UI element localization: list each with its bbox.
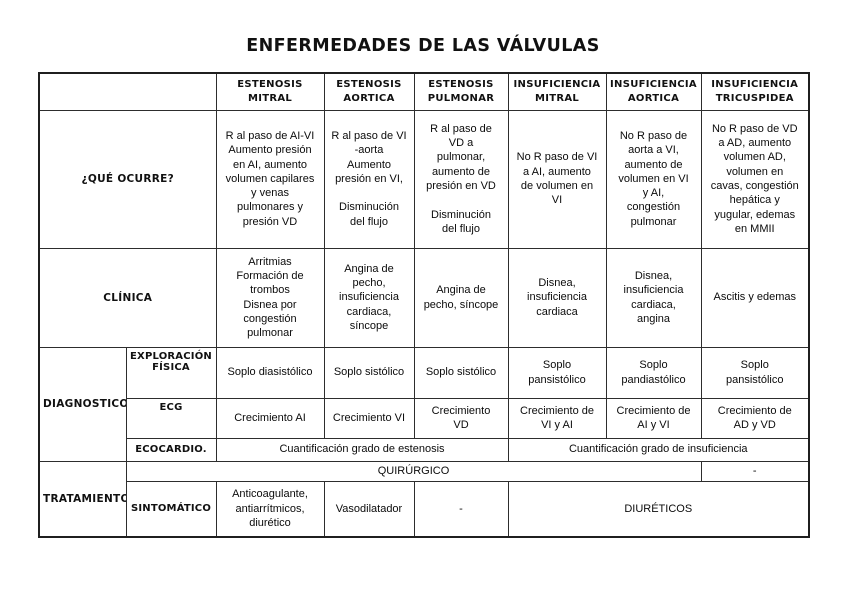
row-sintomatico: SINTOMÁTICO Anticoagulante, antiarrítmic… <box>39 480 810 538</box>
cell-que-ocurre-est-pulmonar: R al paso de VD a pulmonar, aumento de p… <box>413 109 509 249</box>
sub-row-label-exploracion-fisica: EXPLORACIÓN FÍSICA <box>125 346 217 399</box>
cell-ecocardio-estenosis-span: Cuantificación grado de estenosis <box>215 437 509 462</box>
sub-row-label-sintomatico: SINTOMÁTICO <box>125 480 217 538</box>
cell-exploracion-est-mitral: Soplo diasistólico <box>215 346 325 399</box>
cell-que-ocurre-est-mitral: R al paso de AI-VI Aumento presión en AI… <box>215 109 325 249</box>
column-header-insuficiencia-mitral: INSUFICIENCIA MITRAL <box>507 72 607 111</box>
row-label-diagnostico: DIAGNOSTICO <box>38 346 127 462</box>
cell-clinica-est-pulmonar: Angina de pecho, síncope <box>413 247 509 348</box>
cell-clinica-est-mitral: Arritmias Formación de trombos Disnea po… <box>215 247 325 348</box>
row-ecg: ECG Crecimiento AI Crecimiento VI Crecim… <box>39 397 810 439</box>
column-header-insuficiencia-tricuspidea: INSUFICIENCIA TRICUSPIDEA <box>700 72 810 111</box>
cell-ecg-ins-tricuspidea: Crecimiento de AD y VD <box>700 397 810 439</box>
row-quirurgico: TRATAMIENTO QUIRÚRGICO - <box>38 460 810 538</box>
row-label-tratamiento: TRATAMIENTO <box>38 460 127 538</box>
row-ecocardio: ECOCARDIO. Cuantificación grado de esten… <box>39 437 810 462</box>
cell-clinica-est-aortica: Angina de pecho, insuficiencia cardiaca,… <box>323 247 415 348</box>
cell-ecg-est-aortica: Crecimiento VI <box>323 397 415 439</box>
column-header-insuficiencia-aortica: INSUFICIENCIA AORTICA <box>605 72 702 111</box>
page-title: ENFERMEDADES DE LAS VÁLVULAS <box>246 36 600 56</box>
cell-exploracion-ins-tricuspidea: Soplo pansistólico <box>700 346 810 399</box>
column-header-estenosis-aortica: ESTENOSIS AORTICA <box>323 72 415 111</box>
row-label-clinica: CLÍNICA <box>38 247 217 348</box>
cell-exploracion-ins-mitral: Soplo pansistólico <box>507 346 607 399</box>
row-clinica: CLÍNICA Arritmias Formación de trombos D… <box>38 247 810 348</box>
cell-ecocardio-insuficiencia-span: Cuantificación grado de insuficiencia <box>507 437 810 462</box>
cell-sintomatico-est-mitral: Anticoagulante, antiarrítmicos, diurétic… <box>215 480 325 538</box>
cell-clinica-ins-mitral: Disnea, insuficiencia cardiaca <box>507 247 607 348</box>
cell-ecg-est-mitral: Crecimiento AI <box>215 397 325 439</box>
row-exploracion-fisica: DIAGNOSTICO EXPLORACIÓN FÍSICA Soplo dia… <box>38 346 810 462</box>
cell-que-ocurre-ins-mitral: No R paso de VI a AI, aumento de volumen… <box>507 109 607 249</box>
cell-que-ocurre-ins-aortica: No R paso de aorta a VI, aumento de volu… <box>605 109 702 249</box>
header-row: ESTENOSIS MITRAL ESTENOSIS AORTICA ESTEN… <box>38 72 810 111</box>
column-header-estenosis-mitral: ESTENOSIS MITRAL <box>215 72 325 111</box>
cell-exploracion-est-pulmonar: Soplo sistólico <box>413 346 509 399</box>
cell-ecg-ins-aortica: Crecimiento de AI y VI <box>605 397 702 439</box>
cell-clinica-ins-aortica: Disnea, insuficiencia cardiaca, angina <box>605 247 702 348</box>
row-que-ocurre: ¿QUÉ OCURRE? R al paso de AI-VI Aumento … <box>38 109 810 249</box>
sub-row-label-ecg: ECG <box>125 397 217 439</box>
cell-clinica-ins-tricuspidea: Ascitis y edemas <box>700 247 810 348</box>
cell-quirurgico-ins-tricuspidea: - <box>700 460 810 482</box>
header-empty-cell <box>38 72 217 111</box>
cell-sintomatico-insuficiencias-span: DIURÉTICOS <box>507 480 810 538</box>
cell-sintomatico-est-aortica: Vasodilatador <box>323 480 415 538</box>
cell-ecg-ins-mitral: Crecimiento de VI y AI <box>507 397 607 439</box>
sub-row-label-ecocardio: ECOCARDIO. <box>125 437 217 462</box>
cell-ecg-est-pulmonar: Crecimiento VD <box>413 397 509 439</box>
cell-que-ocurre-ins-tricuspidea: No R paso de VD a AD, aumento volumen AD… <box>700 109 810 249</box>
column-header-estenosis-pulmonar: ESTENOSIS PULMONAR <box>413 72 509 111</box>
cell-que-ocurre-est-aortica: R al paso de VI -aorta Aumento presión e… <box>323 109 415 249</box>
cell-quirurgico-span: QUIRÚRGICO <box>125 460 702 482</box>
cell-sintomatico-est-pulmonar: - <box>413 480 509 538</box>
cell-exploracion-ins-aortica: Soplo pandiastólico <box>605 346 702 399</box>
row-label-que-ocurre: ¿QUÉ OCURRE? <box>38 109 217 249</box>
valve-diseases-table: ESTENOSIS MITRAL ESTENOSIS AORTICA ESTEN… <box>38 72 810 538</box>
cell-exploracion-est-aortica: Soplo sistólico <box>323 346 415 399</box>
